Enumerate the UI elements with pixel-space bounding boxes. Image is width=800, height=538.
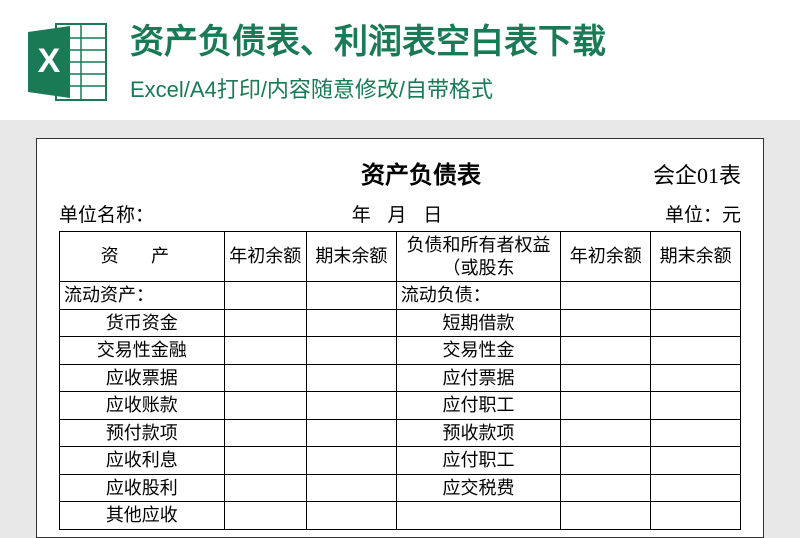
asset-cell: 应收股利 [60,474,225,502]
asset-cell: 预付款项 [60,419,225,447]
asset-cell: 其他应收 [60,502,225,530]
table-row: 货币资金 短期借款 [60,309,741,337]
value-cell [561,419,651,447]
liab-cell: 应付职工 [396,392,561,420]
liab-cell: 预收款项 [396,419,561,447]
liab-cell: 交易性金 [396,337,561,365]
value-cell [224,474,306,502]
value-cell [561,364,651,392]
value-cell [561,392,651,420]
value-cell [306,282,396,310]
value-cell [561,447,651,475]
balance-sheet-table: 资 产 年初余额 期末余额 负债和所有者权益（或股东 年初余额 期末余额 流动资… [59,231,741,530]
table-row: 预付款项 预收款项 [60,419,741,447]
value-cell [224,282,306,310]
col-asset: 资 产 [60,232,225,282]
value-cell [306,502,396,530]
liab-cell: 应交税费 [396,474,561,502]
col-end-balance2: 期末余额 [651,232,741,282]
value-cell [224,309,306,337]
document-meta-row: 单位名称： 年 月 日 单位：元 [59,200,741,227]
liab-cell: 流动负债： [396,282,561,310]
excel-icon: X [24,18,112,106]
asset-cell: 交易性金融 [60,337,225,365]
value-cell [306,392,396,420]
value-cell [651,337,741,365]
value-cell [224,392,306,420]
table-row: 应收股利 应交税费 [60,474,741,502]
liab-cell: 应付票据 [396,364,561,392]
page-header: X 资产负债表、利润表空白表下载 Excel/A4打印/内容随意修改/自带格式 [0,0,800,120]
value-cell [651,502,741,530]
value-cell [561,474,651,502]
liab-cell [396,502,561,530]
asset-cell: 应收利息 [60,447,225,475]
value-cell [224,502,306,530]
value-cell [561,282,651,310]
value-cell [651,309,741,337]
value-cell [651,392,741,420]
value-cell [224,447,306,475]
value-cell [561,309,651,337]
table-row: 应收利息 应付职工 [60,447,741,475]
col-liability: 负债和所有者权益（或股东 [396,232,561,282]
table-row: 流动资产： 流动负债： [60,282,741,310]
document-title: 资产负债表 [59,155,653,190]
value-cell [306,474,396,502]
table-header-row: 资 产 年初余额 期末余额 负债和所有者权益（或股东 年初余额 期末余额 [60,232,741,282]
value-cell [561,502,651,530]
value-cell [651,364,741,392]
liab-cell: 应付职工 [396,447,561,475]
value-cell [561,337,651,365]
col-begin-balance2: 年初余额 [561,232,651,282]
unit-name-label: 单位名称： [59,200,284,227]
table-row: 其他应收 [60,502,741,530]
header-text-block: 资产负债表、利润表空白表下载 Excel/A4打印/内容随意修改/自带格式 [130,20,776,104]
svg-text:X: X [38,42,61,80]
asset-cell: 流动资产： [60,282,225,310]
table-row: 应收账款 应付职工 [60,392,741,420]
asset-cell: 应收账款 [60,392,225,420]
value-cell [306,309,396,337]
value-cell [306,337,396,365]
value-cell [306,364,396,392]
form-code: 会企01表 [653,158,741,190]
value-cell [224,364,306,392]
value-cell [651,282,741,310]
liab-cell: 短期借款 [396,309,561,337]
table-row: 应收票据 应付票据 [60,364,741,392]
currency-label: 单位：元 [516,200,741,227]
table-row: 交易性金融 交易性金 [60,337,741,365]
value-cell [651,447,741,475]
value-cell [651,419,741,447]
col-end-balance: 期末余额 [306,232,396,282]
value-cell [306,419,396,447]
col-begin-balance: 年初余额 [224,232,306,282]
page-title: 资产负债表、利润表空白表下载 [130,20,776,64]
document-title-row: 资产负债表 会企01表 [59,155,741,190]
value-cell [306,447,396,475]
value-cell [224,419,306,447]
date-label: 年 月 日 [284,200,516,227]
asset-cell: 应收票据 [60,364,225,392]
value-cell [224,337,306,365]
value-cell [651,474,741,502]
page-subtitle: Excel/A4打印/内容随意修改/自带格式 [130,72,776,104]
document-preview-area: 资产负债表 会企01表 单位名称： 年 月 日 单位：元 资 产 年初余额 期末… [0,120,800,538]
document-paper: 资产负债表 会企01表 单位名称： 年 月 日 单位：元 资 产 年初余额 期末… [36,138,764,538]
asset-cell: 货币资金 [60,309,225,337]
